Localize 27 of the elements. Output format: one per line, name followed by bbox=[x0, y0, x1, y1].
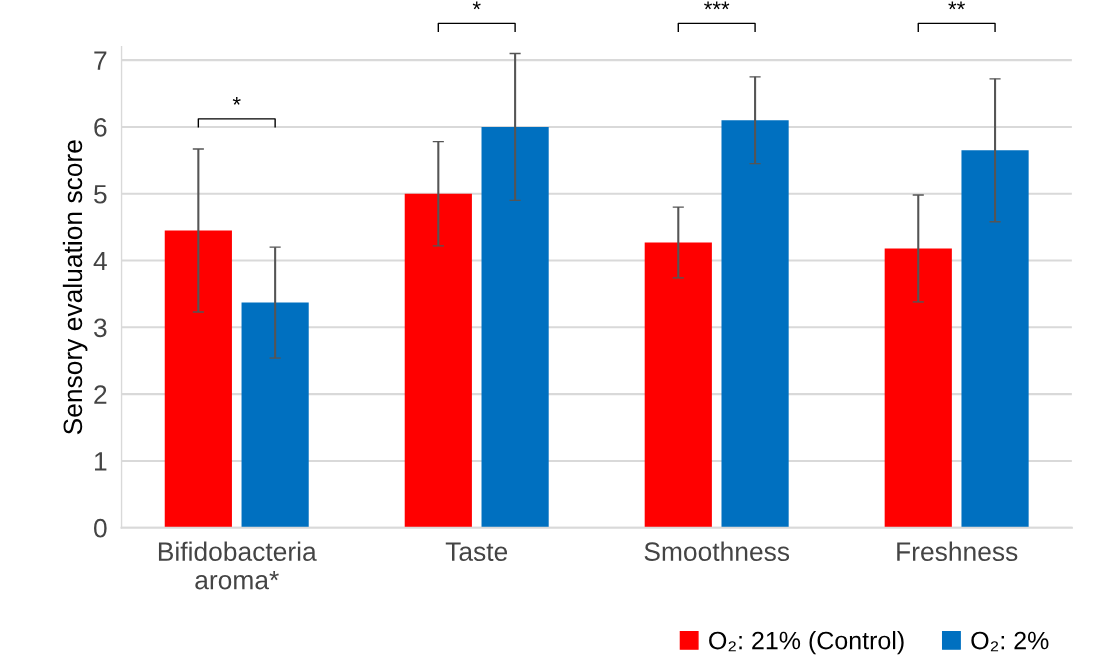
y-tick-label: 7 bbox=[94, 51, 107, 70]
legend-label: O₂: 21% (Control) bbox=[709, 631, 904, 655]
y-tick-label: 4 bbox=[93, 251, 107, 271]
bar bbox=[404, 193, 472, 528]
bar bbox=[241, 302, 309, 528]
y-axis-title: Sensory evaluation score bbox=[62, 140, 88, 435]
x-tick-label: Freshness bbox=[897, 541, 1018, 561]
legend-label: O₂: 2% bbox=[971, 631, 1049, 652]
bar bbox=[481, 126, 549, 528]
y-tick-label: 3 bbox=[93, 318, 107, 338]
text: *** bbox=[704, 1, 730, 10]
annotation: * bbox=[232, 97, 241, 105]
text: * bbox=[472, 1, 481, 10]
y-tick-label: 6 bbox=[94, 118, 107, 137]
bar bbox=[884, 248, 952, 528]
x-tick-label: Bifidobacteria aroma* bbox=[158, 541, 317, 590]
text: ** bbox=[948, 1, 965, 10]
bar bbox=[721, 120, 789, 528]
bar bbox=[961, 150, 1029, 528]
bar bbox=[164, 230, 232, 528]
y-tick-label: 1 bbox=[95, 452, 107, 471]
y-tick-label: 0 bbox=[94, 518, 107, 538]
x-tick-label: Taste bbox=[445, 542, 508, 561]
y-tick-label: 5 bbox=[94, 185, 107, 204]
y-tick-label: 2 bbox=[94, 385, 107, 404]
x-tick-label: Smoothness bbox=[644, 541, 790, 561]
bar bbox=[644, 242, 712, 528]
